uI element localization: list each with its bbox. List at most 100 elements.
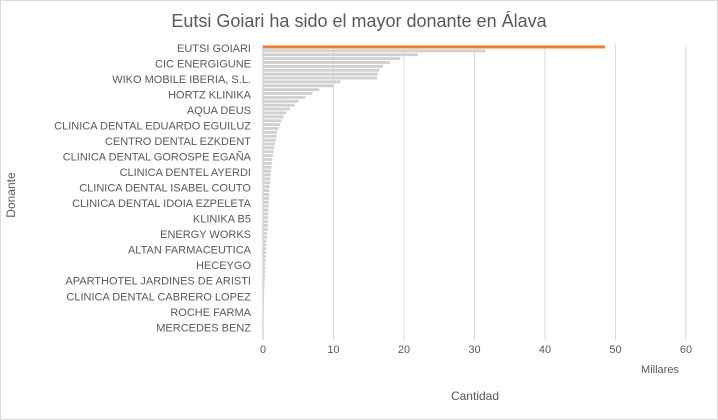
bar [263,231,268,235]
bar [263,309,264,313]
bar [263,282,265,286]
y-tick-label: KLINIKA B5 [193,214,251,226]
y-tick-label: CLINICA DENTAL EDUARDO EGUILUZ [54,120,251,132]
bar [263,61,390,64]
y-tick-label: EUTSI GOIARI [177,43,251,55]
bar [263,88,320,92]
bar [263,270,266,274]
bar [263,274,265,278]
bar [263,123,280,127]
y-tick-label: ALTAN FARMACEUTICA [128,245,252,257]
bar [263,150,274,154]
bar [263,45,605,49]
bar [263,57,401,61]
x-tick-label: 20 [398,344,410,356]
bar [263,235,267,239]
bar [263,84,334,88]
bar [263,255,266,259]
bar [263,177,271,181]
bar [263,297,264,301]
bar [263,204,269,208]
bar [263,161,272,165]
y-axis-label: Donante [4,172,18,218]
x-tick-label: 0 [260,344,266,356]
bar [263,189,270,193]
y-tick-label: ROCHE FARMA [170,307,251,319]
bar [263,301,264,305]
bar [263,212,269,216]
bar [263,192,270,196]
y-tick-label: CIC ENERGIGUNE [155,58,251,70]
bar [263,169,272,173]
bar [263,181,271,185]
bar [263,72,378,76]
bar [263,224,268,227]
x-tick-label: 60 [680,344,692,356]
y-tick-label: CLINICA DENTEL AYERDI [120,167,251,179]
bar [263,313,264,317]
bar [263,92,313,95]
bar [263,134,277,138]
bar [263,142,275,146]
x-tick-label: 50 [609,344,621,356]
bar [263,138,276,142]
y-tick-label: HECEYGO [196,260,251,272]
bar [263,293,265,297]
bar [263,146,275,150]
y-tick-label: CENTRO DENTAL EZKDENT [105,136,251,148]
bar [263,154,273,158]
y-tick-label: CLINICA DENTAL CABRERO LOPEZ [66,291,251,303]
bar [263,251,266,255]
bar [263,111,287,115]
bar [263,278,265,282]
bar [263,130,278,134]
y-tick-label: APARTHOTEL JARDINES DE ARISTI [65,276,251,288]
bar [263,173,271,177]
bar [263,247,267,251]
y-tick-label: CLINICA DENTAL GOROSPE EGAÑA [63,151,252,164]
bar [263,64,383,68]
x-axis-label: Cantidad [451,389,499,403]
bar [263,103,295,107]
bar [263,290,265,293]
y-tick-label: AQUA DEUS [187,105,251,117]
bar [263,262,266,266]
bar [263,243,267,247]
bar [263,216,269,220]
x-tick-label: 10 [327,344,339,356]
bar [263,80,341,84]
bar [263,95,306,99]
bar [263,200,269,204]
x-tick-label: 30 [468,344,480,356]
y-tick-label: CLINICA DENTAL IDOIA EZPELETA [72,198,252,210]
bar [263,107,290,111]
bar [263,53,419,57]
bar [263,158,273,161]
y-tick-label: MERCEDES BENZ [156,322,251,334]
bar [263,266,266,270]
x-tick-label: 40 [539,344,551,356]
y-tick-label: HORTZ KLINIKA [168,89,252,101]
y-tick-label: WIKO MOBILE IBERIA, S.L. [112,74,251,86]
bar [263,185,270,189]
bar [263,239,267,243]
bar [263,286,265,290]
bar [263,76,378,80]
bar [263,305,264,309]
x-units: Millares [641,364,679,376]
bar [263,165,272,169]
bar [263,99,299,103]
bar [263,196,269,200]
bar [263,119,282,123]
bar [263,227,268,231]
bar [263,220,268,224]
bar [263,258,266,262]
bar [263,49,486,53]
chart-title: Eutsi Goiari ha sido el mayor donante en… [171,11,547,31]
bar [263,115,284,119]
y-tick-label: CLINICA DENTAL ISABEL COUTO [79,183,251,195]
bar [263,126,279,130]
y-tick-label: ENERGY WORKS [160,229,251,241]
bar [263,208,269,212]
